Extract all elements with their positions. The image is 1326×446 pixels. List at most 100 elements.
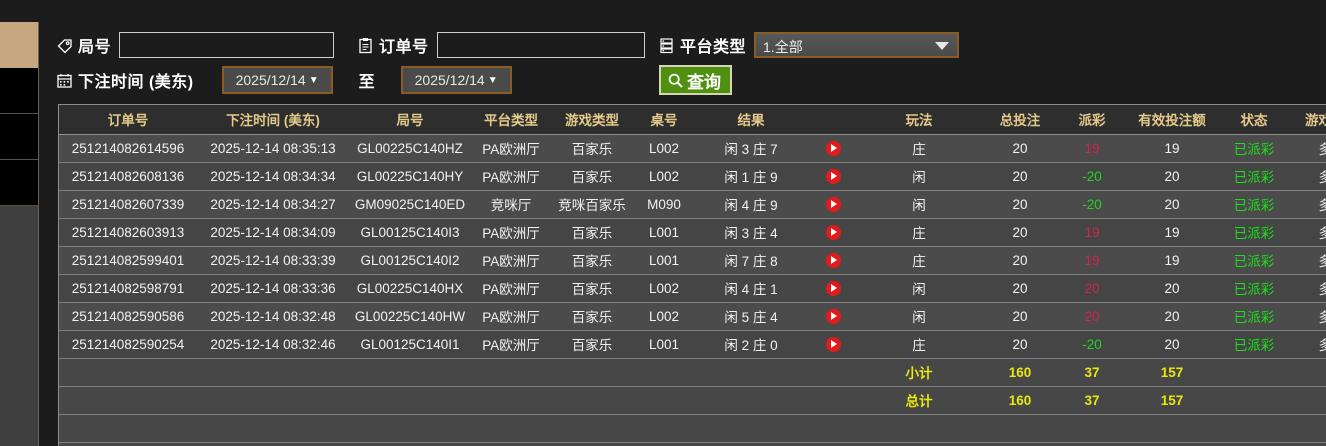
records-table-container[interactable]: 订单号 下注时间 (美东) 局号 平台类型 游戏类型 桌号 结果 玩法 总投注 派彩 有效投注额 状态… [58,104,1326,446]
cell-status: 已派彩 [1221,134,1287,163]
cell-bet_time: 2025-12-14 08:34:27 [197,190,349,219]
summary-blank [551,386,633,415]
cell-payout: 19 [1061,218,1123,247]
cell-status: 已派彩 [1221,162,1287,191]
summary-valid_bet: 157 [1123,386,1221,415]
cell-game_type: 百家乐 [551,218,633,247]
cell-status: 已派彩 [1221,330,1287,359]
cell-platform: PA欧洲厅 [471,162,551,191]
table-row[interactable]: 251214082614596 2025-12-14 08:35:13 GL0022… [59,134,1326,163]
empty-cell [1221,414,1287,443]
empty-cell [859,414,979,443]
table-header-bet_type[interactable]: 玩法 [859,105,979,135]
table-header-game_mode[interactable]: 游戏模式 [1287,105,1326,135]
table-row[interactable]: 251214082607339 2025-12-14 08:34:27 GM0902… [59,190,1326,219]
summary-blank [1287,358,1326,387]
cell-round_no: GL00225C140HY [349,162,471,191]
cell-play [807,330,859,359]
table-row[interactable]: 251214082608136 2025-12-14 08:34:34 GL0022… [59,162,1326,191]
table-header-status[interactable]: 状态 [1221,105,1287,135]
cell-game_mode: 多台 [1287,162,1326,191]
table-header-platform[interactable]: 平台类型 [471,105,551,135]
table-header-valid_bet[interactable]: 有效投注额 [1123,105,1221,135]
filter-order-no: 订单号 [357,32,645,58]
sidebar-rail [0,22,47,446]
filter-order-no-label: 订单号 [379,39,429,56]
summary-blank [59,358,197,387]
cell-bet_time: 2025-12-14 08:33:36 [197,274,349,303]
cell-result: 闲 7 庄 8 [695,246,807,275]
table-header-row: 订单号 下注时间 (美东) 局号 平台类型 游戏类型 桌号 结果 玩法 总投注 派彩 有效投注额 状态… [59,105,1326,135]
cell-total_bet: 20 [979,162,1061,191]
cell-valid_bet: 20 [1123,190,1221,219]
bet-time-to-picker[interactable]: 2025/12/14 ▼ [400,66,512,94]
cell-bet_time: 2025-12-14 08:32:48 [197,302,349,331]
cell-bet_time: 2025-12-14 08:34:09 [197,218,349,247]
cell-platform: PA欧洲厅 [471,218,551,247]
cell-game_type: 百家乐 [551,246,633,275]
table-row[interactable]: 251214082598791 2025-12-14 08:33:36 GL0022… [59,274,1326,303]
empty-cell [1123,414,1221,443]
summary-label: 总计 [859,386,979,415]
query-button[interactable]: 查询 [659,65,732,95]
cell-bet_time: 2025-12-14 08:35:13 [197,134,349,163]
table-header-bet_time[interactable]: 下注时间 (美东) [197,105,349,135]
cell-platform: PA欧洲厅 [471,134,551,163]
table-header-total_bet[interactable]: 总投注 [979,105,1061,135]
filter-round-no-label: 局号 [78,39,112,56]
table-row[interactable]: 251214082599401 2025-12-14 08:33:39 GL0012… [59,246,1326,275]
search-icon [667,72,684,89]
table-header-round_no[interactable]: 局号 [349,105,471,135]
summary-blank [471,386,551,415]
cell-bet_time: 2025-12-14 08:33:39 [197,246,349,275]
cell-order_no: 251214082608136 [59,162,197,191]
cell-valid_bet: 20 [1123,274,1221,303]
table-header-game_type[interactable]: 游戏类型 [551,105,633,135]
table-row[interactable]: 251214082603913 2025-12-14 08:34:09 GL0012… [59,218,1326,247]
order-no-input[interactable] [436,32,645,58]
cell-order_no: 251214082599401 [59,246,197,275]
play-icon[interactable] [825,280,841,296]
records-table: 订单号 下注时间 (美东) 局号 平台类型 游戏类型 桌号 结果 玩法 总投注 派彩 有效投注额 状态… [59,105,1326,443]
cell-payout: -20 [1061,330,1123,359]
play-icon[interactable] [825,196,841,212]
play-icon[interactable] [825,140,841,156]
cell-valid_bet: 20 [1123,162,1221,191]
filter-platform-type: 平台类型 1.全部 [658,32,960,58]
sidebar-item-4[interactable] [0,160,38,206]
filter-bet-time: 下注时间 (美东) 2025/12/14 ▼ 至 2025/12/14 ▼ [56,66,512,94]
platform-type-select[interactable]: 1.全部 [754,32,960,58]
cell-platform: PA欧洲厅 [471,330,551,359]
summary-total_bet: 160 [979,386,1061,415]
empty-cell [197,414,349,443]
cell-table_no: L001 [633,330,695,359]
table-header-result[interactable]: 结果 [695,105,807,135]
table-empty-row [59,414,1326,443]
table-row[interactable]: 251214082590254 2025-12-14 08:32:46 GL0012… [59,330,1326,359]
table-header-play[interactable] [807,105,859,135]
cell-status: 已派彩 [1221,218,1287,247]
sidebar-item-active[interactable] [0,22,47,68]
cell-table_no: L002 [633,302,695,331]
play-icon[interactable] [825,168,841,184]
sidebar-item-2[interactable] [0,68,38,114]
table-header-order_no[interactable]: 订单号 [59,105,197,135]
cell-order_no: 251214082607339 [59,190,197,219]
table-header-payout[interactable]: 派彩 [1061,105,1123,135]
bet-time-from-picker[interactable]: 2025/12/14 ▼ [221,66,333,94]
play-icon[interactable] [825,224,841,240]
play-icon[interactable] [825,308,841,324]
summary-blank [695,386,807,415]
play-icon[interactable] [825,336,841,352]
empty-cell [633,414,695,443]
table-header-table_no[interactable]: 桌号 [633,105,695,135]
table-row[interactable]: 251214082590586 2025-12-14 08:32:48 GL0022… [59,302,1326,331]
cell-play [807,190,859,219]
cell-platform: PA欧洲厅 [471,274,551,303]
summary-blank [695,358,807,387]
play-icon[interactable] [825,252,841,268]
sidebar-item-3[interactable] [0,114,38,160]
cell-game_mode: 多台 [1287,274,1326,303]
round-no-input[interactable] [119,32,335,58]
